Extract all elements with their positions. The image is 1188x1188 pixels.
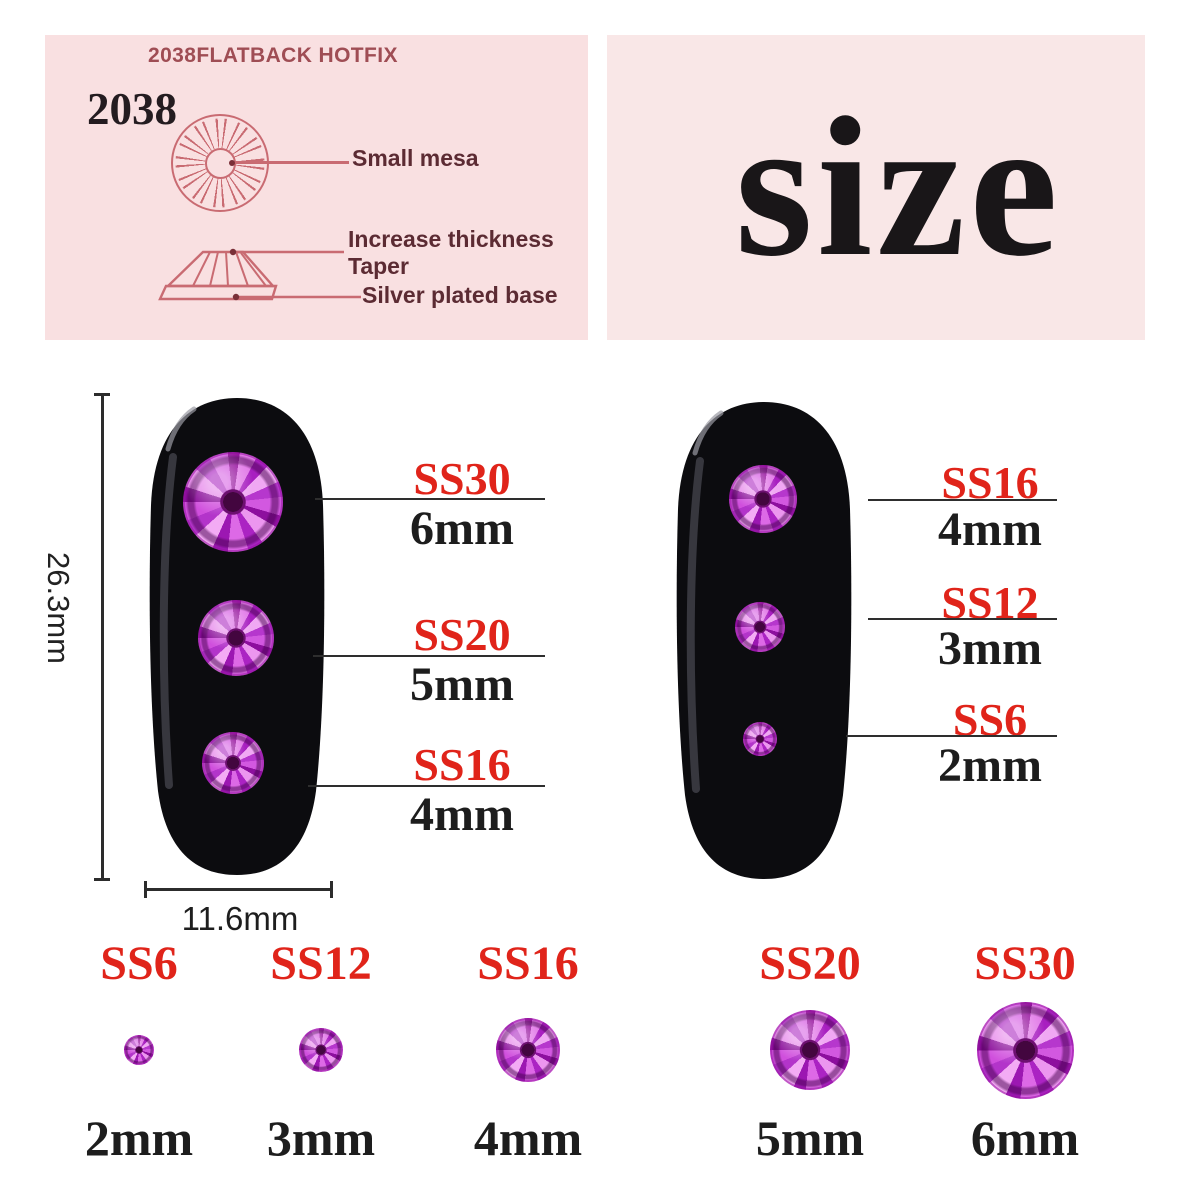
callout-6mm: 6mm: [410, 502, 514, 555]
flatback-structure-panel: 2038FLATBACK HOTFIX 2038 Small mesa Incr…: [45, 35, 588, 340]
callout-line: [868, 618, 1057, 620]
small-mesa-label: Small mesa: [352, 145, 479, 171]
size-chart-column-ss30: SS30 6mm: [940, 937, 1110, 1167]
callout-line: [868, 499, 1057, 501]
chart-mm-label: 2mm: [84, 1110, 194, 1166]
gem-3mm-on-right-nail: [735, 602, 785, 652]
nail-height-value: 26.3mm: [41, 552, 76, 664]
panel-title: 2038FLATBACK HOTFIX: [148, 44, 398, 67]
taper-label: Taper: [348, 253, 409, 279]
height-measure-line: [101, 394, 104, 880]
gem-4mm-on-right-nail: [729, 465, 797, 533]
gem-4mm-on-left-nail: [202, 732, 264, 794]
silver-plated-base-label: Silver plated base: [362, 282, 558, 308]
callout-line: [313, 655, 545, 657]
callout-line: [315, 498, 545, 500]
callout-2mm: 2mm: [938, 739, 1042, 792]
callout-line: [308, 785, 545, 787]
gem-5mm-on-left-nail: [198, 600, 274, 676]
width-measure-left-tick: [144, 881, 147, 898]
size-chart-column-ss12: SS12 3mm: [236, 937, 406, 1167]
size-heading: size: [735, 77, 1062, 298]
chart-gem-3mm: [299, 1028, 343, 1072]
model-number: 2038: [87, 84, 177, 134]
gem-6mm-on-left-nail: [183, 452, 283, 552]
chart-ss-label: SS30: [974, 937, 1076, 990]
callout-5mm: 5mm: [410, 658, 514, 711]
rhinestone-side-view-diagram: [158, 248, 361, 301]
callout-4mm-left: 4mm: [410, 788, 514, 841]
callout-ss16-left: SS16: [413, 739, 511, 790]
chart-gem-2mm: [124, 1035, 154, 1065]
chart-mm-label: 3mm: [266, 1110, 376, 1166]
chart-gem-6mm: [976, 1001, 1074, 1099]
callout-line: [846, 735, 1057, 737]
callout-ss12: SS12: [941, 577, 1039, 628]
width-measure-right-tick: [330, 881, 333, 898]
chart-ss-label: SS6: [100, 937, 178, 990]
size-chart-column-ss20: SS20 5mm: [725, 937, 895, 1167]
callout-ss20: SS20: [413, 609, 511, 660]
size-chart-column-ss6: SS6 2mm: [54, 937, 224, 1167]
chart-mm-label: 5mm: [755, 1110, 865, 1166]
chart-gem-5mm: [770, 1010, 850, 1090]
size-heading-panel: size: [607, 35, 1145, 340]
callout-ss16-right: SS16: [941, 457, 1039, 508]
height-measure-bottom-tick: [94, 878, 110, 881]
size-chart-column-ss16: SS16 4mm: [443, 937, 613, 1167]
pointer-dot: [229, 160, 235, 166]
callout-ss30: SS30: [413, 453, 511, 504]
increase-thickness-label: Increase thickness: [348, 226, 554, 252]
height-measure-top-tick: [94, 393, 110, 396]
chart-ss-label: SS12: [270, 937, 372, 990]
nail-width-value: 11.6mm: [181, 900, 299, 937]
chart-ss-label: SS16: [477, 937, 579, 990]
width-measure-line: [145, 888, 332, 891]
gem-2mm-on-right-nail: [743, 722, 777, 756]
callout-ss6: SS6: [952, 694, 1028, 745]
callout-4mm-right: 4mm: [938, 503, 1042, 556]
callout-3mm: 3mm: [938, 622, 1042, 675]
chart-mm-label: 6mm: [970, 1110, 1080, 1166]
leader-line-mesa: [235, 161, 349, 164]
chart-gem-4mm: [496, 1018, 560, 1082]
chart-ss-label: SS20: [759, 937, 861, 990]
chart-mm-label: 4mm: [473, 1110, 583, 1166]
